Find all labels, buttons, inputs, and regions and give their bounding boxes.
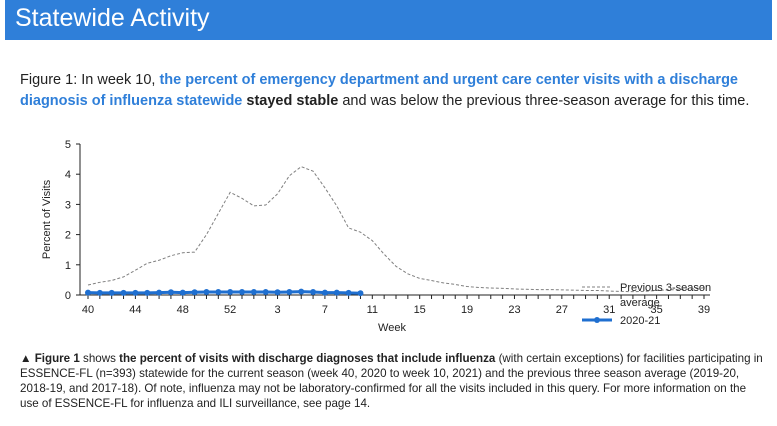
caption-highlight: the percent of emergency department and … [20, 72, 739, 109]
data-point-2020-21 [262, 288, 269, 295]
data-point-2020-21 [250, 288, 257, 295]
footnote-bold: the percent of visits with discharge dia… [119, 352, 496, 365]
x-tick-label: 3 [274, 304, 280, 316]
legend-current-marker [594, 317, 600, 323]
data-point-2020-21 [286, 288, 293, 295]
data-point-2020-21 [144, 289, 151, 296]
data-point-2020-21 [345, 289, 352, 296]
caption-suffix: and was below the previous three-season … [338, 93, 750, 109]
x-tick-label: 44 [129, 304, 141, 316]
y-tick-label: 1 [65, 260, 71, 272]
x-tick-label: 19 [461, 304, 473, 316]
data-point-2020-21 [298, 288, 305, 295]
data-point-2020-21 [321, 289, 328, 296]
data-point-2020-21 [227, 288, 234, 295]
x-axis-title: Week [378, 322, 406, 334]
data-point-2020-21 [310, 288, 317, 295]
data-point-2020-21 [203, 288, 210, 295]
x-tick-label: 7 [322, 304, 328, 316]
legend-current-label: 2020-21 [620, 315, 660, 327]
x-tick-label: 35 [650, 304, 662, 316]
x-tick-label: 27 [556, 304, 568, 316]
data-point-2020-21 [120, 289, 127, 296]
y-tick-label: 4 [65, 169, 71, 181]
section-title: Statewide Activity [15, 4, 210, 32]
data-point-2020-21 [132, 289, 139, 296]
x-tick-label: 40 [82, 304, 94, 316]
caption-bold: stayed stable [246, 93, 339, 109]
section-banner: Statewide Activity [5, 0, 772, 40]
data-point-2020-21 [179, 289, 186, 296]
data-point-2020-21 [156, 289, 163, 296]
data-point-2020-21 [96, 289, 103, 296]
footnote-part2: (with certain exceptions) for facilities… [20, 352, 763, 410]
figure-footnote: ▲ Figure 1 shows the percent of visits w… [20, 351, 765, 411]
data-point-2020-21 [108, 289, 115, 296]
x-tick-label: 11 [367, 304, 378, 316]
data-point-2020-21 [239, 288, 245, 295]
y-tick-label: 0 [65, 290, 71, 302]
data-point-2020-21 [85, 289, 91, 296]
x-tick-label: 48 [177, 304, 189, 316]
data-point-2020-21 [357, 290, 364, 297]
figure-caption: Figure 1: In week 10, the percent of eme… [20, 70, 760, 112]
x-tick-label: 31 [603, 304, 615, 316]
y-tick-label: 3 [65, 199, 71, 211]
footnote-marker: ▲ Figure 1 [20, 352, 80, 365]
chart-legend: Previous 3-season average 2020-21 [582, 282, 711, 327]
legend-avg-label-line2: average [620, 297, 660, 309]
series-line-previous-average [87, 166, 705, 293]
footnote-part1: shows [79, 352, 120, 365]
data-point-2020-21 [191, 289, 198, 296]
x-tick-label: 23 [508, 304, 520, 316]
y-axis-title: Percent of Visits [41, 179, 53, 259]
y-tick-label: 2 [65, 230, 71, 242]
x-tick-label: 52 [224, 304, 236, 316]
x-tick-label: 15 [414, 304, 426, 316]
y-tick-label: 5 [65, 139, 71, 151]
series-line-2020-21 [87, 290, 361, 295]
x-tick-label: 39 [698, 304, 710, 316]
data-point-2020-21 [215, 288, 222, 295]
caption-prefix: Figure 1: In week 10, [20, 72, 160, 88]
data-point-2020-21 [167, 289, 174, 296]
data-point-2020-21 [333, 289, 340, 296]
legend-avg-label-line1: Previous 3-season [620, 282, 711, 294]
data-point-2020-21 [274, 289, 281, 296]
